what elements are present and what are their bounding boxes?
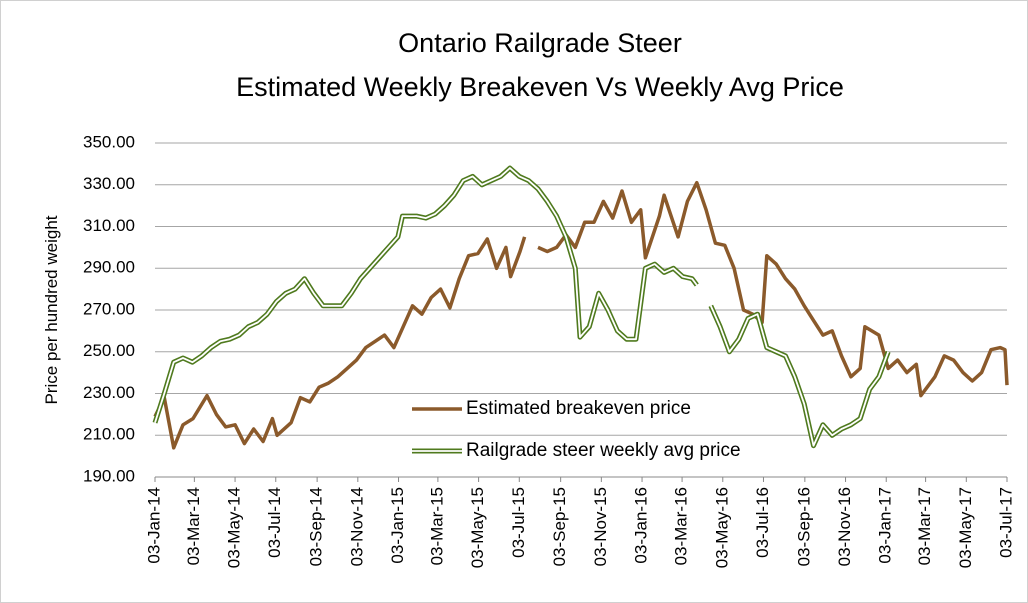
y-axis-label: Price per hundred weight [42,215,61,404]
x-tick-label: 03-Nov-16 [835,487,854,566]
x-tick-label: 03-Nov-14 [347,487,366,566]
x-tick-label: 03-May-14 [225,487,244,568]
x-tick-label: 03-May-17 [956,487,975,568]
y-tick-label: 290.00 [83,258,135,277]
x-tick-label: 03-Sep-16 [794,487,813,566]
x-tick-label: 03-Jan-17 [876,487,895,564]
x-tick-label: 03-Jan-16 [632,487,651,564]
x-tick-label: 03-May-15 [468,487,487,568]
x-tick-label: 03-Jul-15 [509,487,528,558]
y-tick-label: 270.00 [83,299,135,318]
x-tick-label: 03-Nov-15 [591,487,610,566]
x-tick-label: 03-Jul-17 [996,487,1015,558]
x-tick-label: 03-Mar-16 [672,487,691,565]
y-tick-label: 330.00 [83,174,135,193]
y-tick-label: 230.00 [83,383,135,402]
y-tick-label: 250.00 [83,341,135,360]
legend-label: Estimated breakeven price [466,398,691,419]
series-line [153,180,1009,450]
chart-title: Estimated Weekly Breakeven Vs Weekly Avg… [236,72,844,102]
x-tick-label: 03-Jan-14 [144,487,163,564]
x-tick-label: 03-Mar-17 [915,487,934,565]
series-line-inner [154,167,890,447]
x-tick-label: 03-Jan-15 [388,487,407,564]
y-tick-label: 190.00 [83,466,135,485]
y-tick-label: 310.00 [83,216,135,235]
x-tick-label: 03-May-16 [712,487,731,568]
x-tick-label: 03-Jul-14 [265,487,284,558]
x-tick-label: 03-Sep-15 [550,487,569,566]
y-tick-label: 350.00 [83,132,135,151]
chart-title: Ontario Railgrade Steer [398,28,682,58]
y-tick-label: 210.00 [83,425,135,444]
x-tick-label: 03-Sep-14 [307,487,326,566]
legend-label: Railgrade steer weekly avg price [466,440,741,461]
x-tick-label: 03-Jul-16 [753,487,772,558]
x-tick-label: 03-Mar-14 [184,487,203,565]
x-tick-label: 03-Mar-15 [427,487,446,565]
